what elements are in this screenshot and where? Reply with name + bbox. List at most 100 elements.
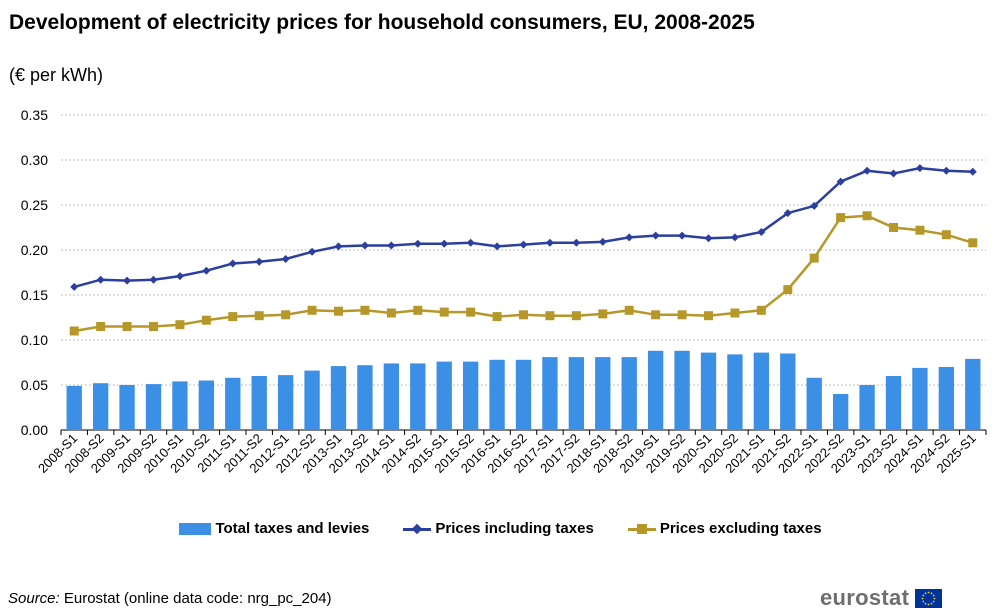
point-including-taxes: [704, 234, 713, 243]
bar-taxes: [965, 358, 981, 430]
flag-star: [930, 602, 933, 605]
source-text: Eurostat (online data code: nrg_pc_204): [59, 590, 332, 607]
point-excluding-taxes: [69, 326, 79, 336]
point-excluding-taxes: [201, 315, 211, 325]
bar-taxes: [780, 353, 796, 430]
bar-taxes: [198, 380, 215, 430]
legend-label-excluding: Prices excluding taxes: [659, 520, 822, 537]
flag-star: [933, 597, 936, 599]
bar-taxes: [66, 385, 82, 430]
point-excluding-taxes: [571, 311, 581, 321]
point-including-taxes: [413, 239, 422, 248]
point-including-taxes: [942, 166, 951, 175]
point-including-taxes: [836, 177, 845, 186]
bar-taxes: [727, 354, 743, 430]
point-excluding-taxes: [862, 211, 872, 221]
point-excluding-taxes: [545, 311, 555, 321]
eu-flag-icon: [915, 588, 943, 608]
point-excluding-taxes: [122, 322, 132, 331]
bar-taxes: [568, 357, 585, 430]
point-including-taxes: [572, 238, 581, 247]
point-excluding-taxes: [756, 305, 766, 315]
flag-star: [927, 591, 930, 593]
point-including-taxes: [598, 237, 607, 246]
point-excluding-taxes: [651, 310, 661, 320]
flag-star: [930, 591, 933, 594]
point-excluding-taxes: [96, 322, 106, 331]
point-including-taxes: [360, 241, 369, 250]
flag-star: [922, 600, 925, 602]
point-excluding-taxes: [149, 322, 158, 331]
legend-swatch-excluding: [627, 523, 656, 535]
bar-taxes: [251, 376, 267, 430]
point-excluding-taxes: [386, 308, 396, 318]
point-including-taxes: [678, 231, 687, 240]
legend-label-including: Prices including taxes: [435, 520, 594, 537]
chart-subtitle: (€ per kWh): [9, 65, 104, 85]
point-including-taxes: [308, 247, 317, 256]
point-including-taxes: [149, 275, 158, 284]
bar-taxes: [330, 366, 347, 430]
point-including-taxes: [175, 272, 184, 281]
point-including-taxes: [651, 231, 660, 240]
point-including-taxes: [440, 239, 449, 248]
point-including-taxes: [863, 166, 872, 175]
point-excluding-taxes: [809, 253, 819, 263]
point-including-taxes: [466, 238, 475, 247]
point-including-taxes: [757, 228, 766, 236]
legend-item-including: Prices including taxes: [403, 520, 594, 537]
point-excluding-taxes: [228, 312, 238, 322]
y-tick-label: 0.30: [21, 152, 48, 168]
bar-taxes: [489, 359, 505, 430]
point-excluding-taxes: [281, 310, 291, 320]
bar-taxes: [674, 350, 690, 430]
flag-star: [933, 594, 935, 596]
legend-swatch-including: [403, 523, 432, 535]
chart-title: Development of electricity prices for ho…: [9, 11, 755, 34]
legend-item-excluding: Prices excluding taxes: [627, 520, 822, 537]
point-excluding-taxes: [968, 238, 978, 248]
bar-taxes: [700, 352, 717, 430]
y-tick-label: 0.15: [21, 287, 48, 303]
point-including-taxes: [123, 276, 132, 285]
x-axis-ticks: 2008-S12008-S22009-S12009-S22010-S12010-…: [35, 431, 979, 476]
point-excluding-taxes: [360, 305, 370, 315]
point-excluding-taxes: [466, 307, 476, 317]
bar-series-taxes: [66, 350, 981, 430]
point-excluding-taxes: [915, 225, 925, 235]
y-tick-label: 0.25: [21, 197, 48, 213]
bar-taxes: [225, 377, 241, 430]
flag-star: [921, 597, 924, 599]
point-excluding-taxes: [519, 310, 528, 320]
legend-label-taxes: Total taxes and levies: [215, 520, 370, 537]
point-excluding-taxes: [704, 311, 713, 321]
bar-taxes: [832, 394, 849, 430]
point-excluding-taxes: [254, 311, 264, 321]
bar-taxes: [542, 357, 558, 430]
point-excluding-taxes: [175, 320, 185, 330]
point-excluding-taxes: [492, 312, 502, 322]
point-including-taxes: [281, 255, 290, 263]
point-including-taxes: [202, 266, 211, 275]
point-including-taxes: [889, 169, 898, 178]
bar-taxes: [753, 352, 770, 430]
legend: Total taxes and levies Prices including …: [0, 520, 1001, 537]
bar-taxes: [145, 384, 162, 430]
bar-taxes: [806, 377, 822, 430]
point-excluding-taxes: [730, 308, 740, 318]
y-tick-label: 0.00: [21, 422, 48, 438]
bar-taxes: [912, 367, 928, 430]
bar-taxes: [436, 361, 452, 430]
point-excluding-taxes: [783, 285, 793, 295]
point-excluding-taxes: [413, 305, 423, 315]
bar-taxes: [383, 363, 400, 430]
point-including-taxes: [625, 233, 634, 242]
bar-taxes: [357, 365, 373, 430]
flag-star: [924, 591, 927, 594]
point-including-taxes: [783, 209, 792, 218]
point-excluding-taxes: [836, 213, 846, 223]
point-excluding-taxes: [889, 223, 898, 232]
legend-item-taxes: Total taxes and levies: [179, 520, 369, 537]
bar-taxes: [515, 359, 532, 430]
point-including-taxes: [70, 282, 79, 291]
